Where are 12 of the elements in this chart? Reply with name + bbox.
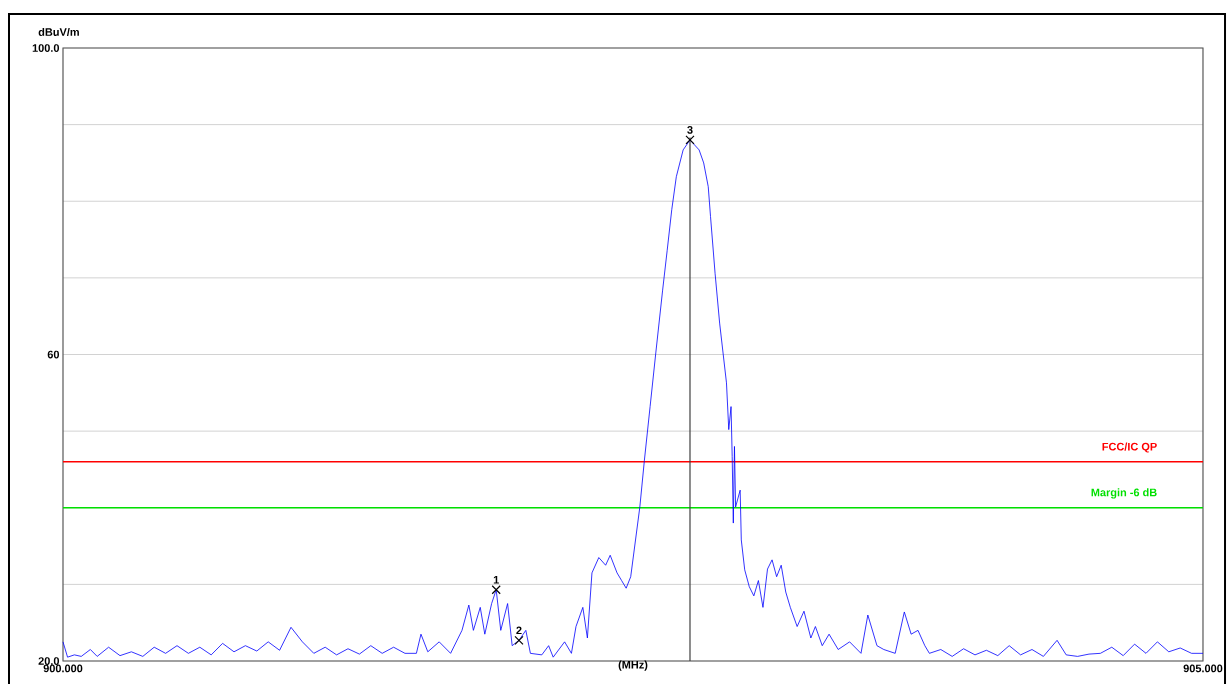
x-axis-title: (MHz) bbox=[618, 660, 648, 671]
y-tick-label: 60 bbox=[47, 350, 60, 359]
annotation: 3 bbox=[687, 125, 693, 134]
annotation: 1 bbox=[493, 576, 499, 584]
y-tick-label: 100.0 bbox=[32, 44, 60, 52]
x-tick-label: 905.000 bbox=[1183, 664, 1223, 673]
ref-line-label: FCC/IC QP bbox=[1102, 442, 1157, 453]
ref-line-label: Margin -6 dB bbox=[1091, 488, 1157, 499]
annotation: 2 bbox=[516, 626, 522, 635]
y-axis-title: dBuV/m bbox=[38, 27, 79, 37]
x-tick-label: 900.000 bbox=[43, 664, 83, 673]
y-tick-label: 20.0 bbox=[38, 657, 60, 665]
